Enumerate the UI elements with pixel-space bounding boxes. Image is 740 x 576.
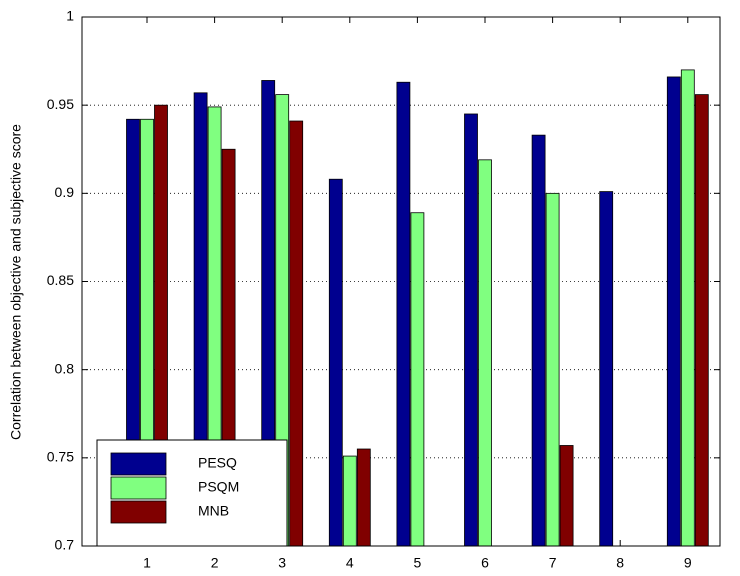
- bar: [356, 448, 371, 547]
- bar: [599, 191, 614, 547]
- legend-swatch: [110, 452, 167, 476]
- bar: [396, 81, 411, 547]
- bar: [410, 212, 425, 547]
- legend-label: MNB: [198, 503, 229, 519]
- bar: [531, 134, 546, 547]
- legend-label: PSQM: [198, 479, 239, 495]
- x-tick-label: 7: [549, 555, 557, 571]
- y-tick-label: 0.7: [55, 537, 75, 553]
- bar: [464, 113, 478, 547]
- x-tick-label: 8: [616, 555, 624, 571]
- x-tick-label: 2: [211, 555, 219, 571]
- bar: [342, 455, 357, 547]
- y-tick-label: 0.95: [47, 96, 74, 112]
- legend-label: PESQ: [198, 455, 237, 471]
- x-tick-label: 6: [481, 555, 489, 571]
- bar: [694, 94, 709, 547]
- bar: [478, 159, 492, 547]
- bar: [545, 192, 560, 547]
- y-tick-label: 0.8: [55, 360, 75, 376]
- x-tick-label: 5: [414, 555, 422, 571]
- x-tick-label: 3: [278, 555, 286, 571]
- bar: [680, 69, 695, 547]
- bar: [289, 120, 304, 547]
- bar: [559, 445, 574, 547]
- y-tick-label: 0.9: [55, 184, 75, 200]
- y-axis-label: Correlation between objective and subjec…: [8, 124, 24, 440]
- x-tick-label: 9: [684, 555, 692, 571]
- x-tick-label: 1: [143, 555, 151, 571]
- y-tick-label: 0.85: [47, 272, 74, 288]
- legend-swatch: [110, 500, 167, 524]
- y-tick-label: 1: [66, 8, 74, 24]
- legend-swatch: [110, 476, 167, 500]
- y-tick-label: 0.75: [47, 449, 74, 465]
- axes-frame: [81, 16, 721, 547]
- x-tick-label: 4: [346, 555, 354, 571]
- bar: [328, 178, 343, 547]
- bar: [666, 76, 681, 547]
